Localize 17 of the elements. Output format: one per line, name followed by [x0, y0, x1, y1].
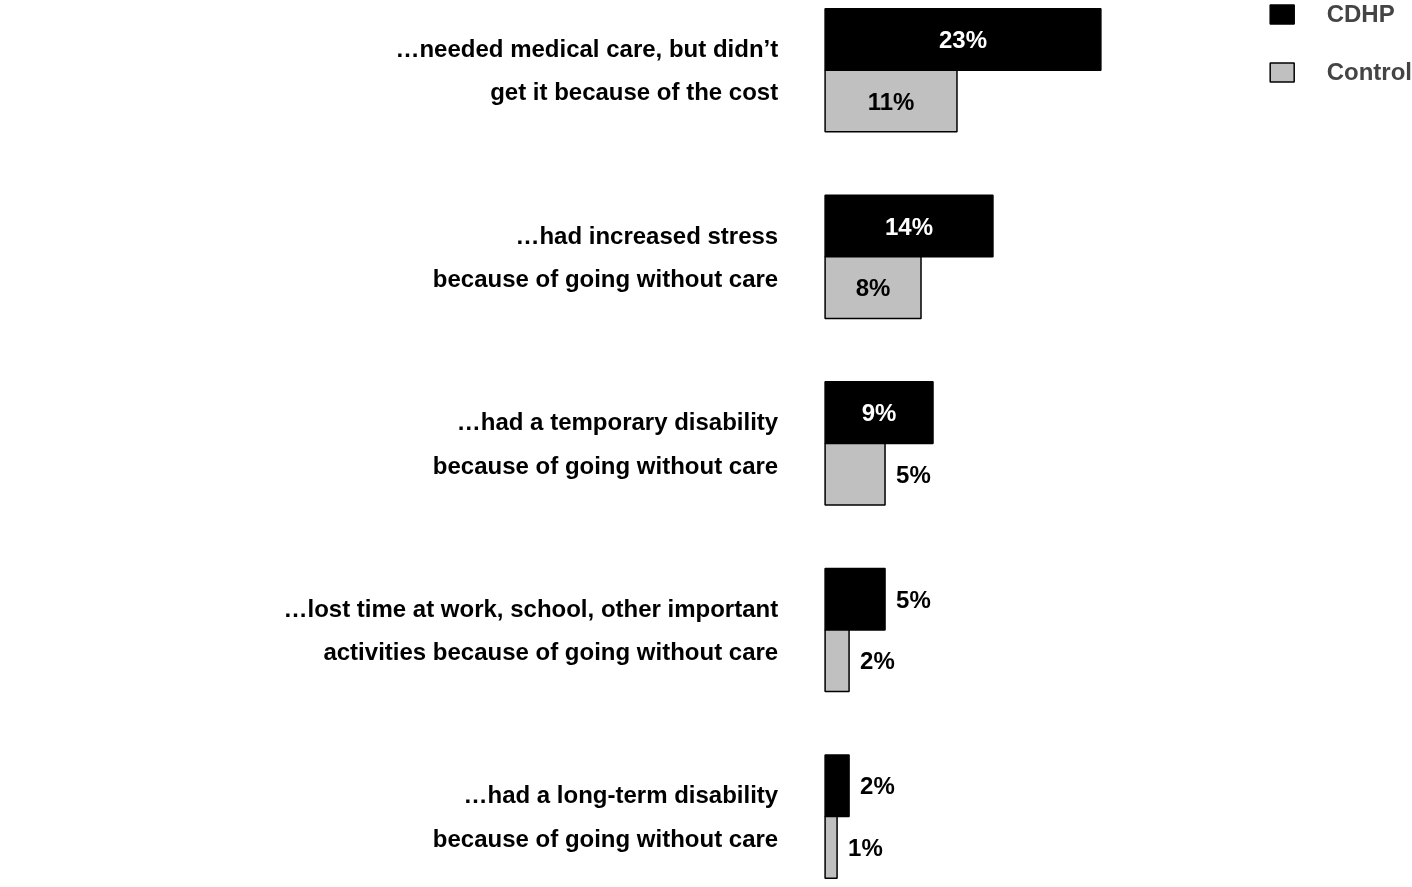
- data-label: 14%: [885, 212, 934, 240]
- data-label: 2%: [860, 772, 895, 800]
- y-tick-label: …lost time at work, school, other important activities because of going without care: [283, 594, 779, 666]
- data-label: 11%: [867, 87, 915, 115]
- data-label: 2%: [860, 647, 895, 675]
- data-label: 23%: [938, 26, 988, 53]
- y-tick-label: …had a long-term disability because of going without care: [432, 781, 779, 852]
- data-label: 8%: [855, 274, 891, 302]
- legend-label: Control: [1326, 58, 1412, 86]
- y-tick-label: …had increased stress because of going without care: [432, 221, 779, 292]
- data-label: 9%: [861, 399, 897, 427]
- y-tick-label: …had a temporary disability because of going without care: [432, 408, 779, 479]
- data-label: 5%: [896, 585, 931, 613]
- y-tick-label: …needed medical care, but didn’t get it because of the cost: [395, 35, 779, 106]
- data-label: 1%: [848, 833, 883, 861]
- legend-label: CDHP: [1326, 0, 1395, 28]
- data-label: 5%: [896, 460, 931, 488]
